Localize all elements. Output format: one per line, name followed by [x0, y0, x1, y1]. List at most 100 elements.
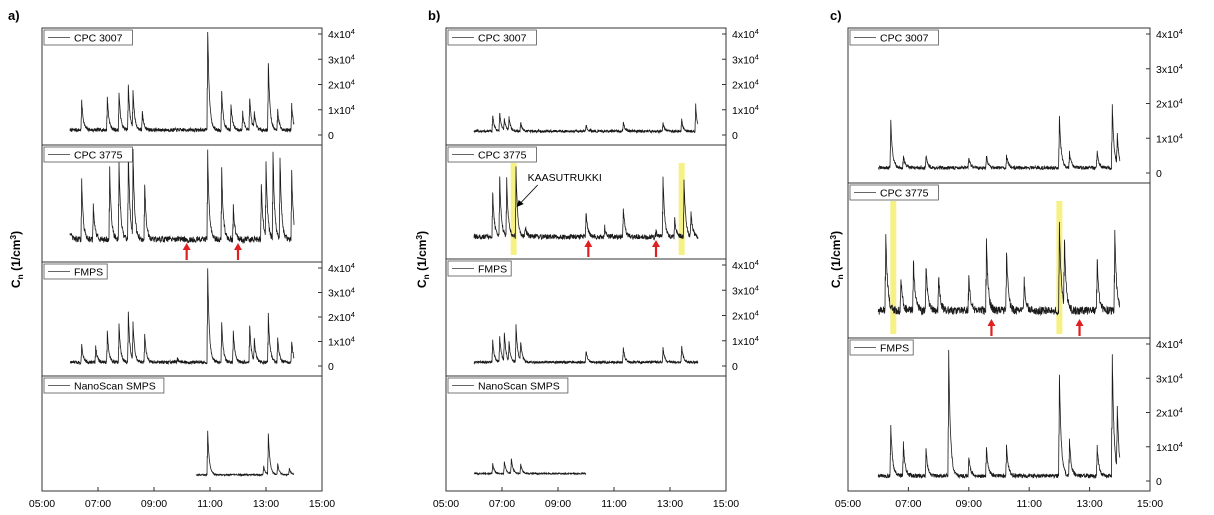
- y-axis-label: Cn (1/cm3): [828, 231, 845, 288]
- series-line-cpc-3775: [69, 148, 295, 244]
- chart-b: b) CPC 3007 0 1x104 2x104 3x104 4x104 KAASUTRUK…: [414, 8, 759, 510]
- y-axis-label: Cn (1/cm3): [8, 231, 25, 288]
- legend-label: FMPS: [478, 264, 507, 276]
- arrow-head-1: [1075, 319, 1084, 326]
- legend-label: NanoScan SMPS: [478, 381, 560, 393]
- x-tick-label: 15:00: [713, 498, 739, 510]
- legend-box: [43, 29, 133, 46]
- y-tick-label: 3x104: [328, 286, 355, 300]
- y-tick-label: 1x104: [732, 103, 759, 117]
- y-tick-label: 3x104: [1156, 62, 1183, 76]
- chart-label-c: c): [830, 8, 842, 23]
- x-tick-label: 07:00: [85, 498, 111, 510]
- highlight-band-0: [510, 163, 517, 255]
- y-tick-label: 0: [328, 361, 334, 373]
- panel-frame: [445, 375, 727, 492]
- series-line-fmps: [877, 349, 1121, 480]
- y-tick-label: 3x104: [328, 52, 355, 66]
- y-tick-label: 4x104: [732, 27, 759, 41]
- series-line-cpc-3007: [473, 103, 699, 134]
- chart-c: c) CPC 3007 0 1x104 2x104 3x104 4x104 CPC 3775 F…: [828, 8, 1183, 510]
- legend-box: [43, 263, 108, 280]
- y-tick-label: 4x104: [328, 27, 355, 41]
- panel-b-3: NanoScan SMPS: [445, 375, 727, 492]
- series-line-cpc-3007: [69, 31, 295, 134]
- arrow-head-1: [652, 240, 660, 247]
- y-tick-label: 0: [1156, 168, 1162, 180]
- y-tick-label: 0: [1156, 476, 1162, 488]
- panel-b-0: CPC 3007 0 1x104 2x104 3x104 4x104: [445, 27, 759, 146]
- legend-label: CPC 3007: [880, 33, 929, 45]
- legend-box: [849, 29, 939, 46]
- y-tick-label: 3x104: [732, 283, 759, 297]
- legend-box: [849, 339, 914, 356]
- legend-label: CPC 3775: [880, 188, 929, 200]
- highlight-band-1: [678, 163, 685, 255]
- x-tick-label: 15:00: [1137, 498, 1163, 510]
- y-tick-label: 3x104: [1156, 371, 1183, 385]
- x-tick-label: 09:00: [545, 498, 571, 510]
- panel-a-0: CPC 3007 0 1x104 2x104 3x104 4x104: [41, 27, 355, 146]
- legend-box: [447, 377, 569, 394]
- arrow-head-0: [182, 243, 191, 250]
- y-tick-label: 1x104: [328, 103, 355, 117]
- arrow-head-0: [584, 240, 593, 247]
- x-tick-label: 11:00: [197, 498, 223, 510]
- y-tick-label: 2x104: [1156, 97, 1183, 111]
- legend-label: FMPS: [74, 267, 103, 279]
- series-line-cpc-3775: [473, 166, 699, 241]
- legend-box: [849, 184, 939, 201]
- y-tick-label: 2x104: [328, 78, 355, 92]
- series-line-cpc-3007: [877, 104, 1121, 171]
- x-tick-label: 11:00: [1016, 498, 1042, 510]
- legend-box: [447, 29, 537, 46]
- legend-box: [43, 146, 133, 163]
- y-tick-label: 4x104: [732, 258, 759, 272]
- x-tick-label: 13:00: [657, 498, 683, 510]
- x-tick-label: 13:00: [253, 498, 279, 510]
- panel-frame: [41, 375, 323, 492]
- chart-a: a) CPC 3007 0 1x104 2x104 3x104 4x104 CPC 3775 F…: [8, 8, 355, 510]
- x-tick-label: 05:00: [433, 498, 459, 510]
- y-tick-label: 2x104: [732, 309, 759, 323]
- y-tick-label: 0: [732, 361, 738, 373]
- panel-c-1: CPC 3775: [847, 182, 1151, 339]
- legend-box: [43, 377, 165, 394]
- x-tick-label: 15:00: [309, 498, 335, 510]
- y-tick-label: 4x104: [1156, 27, 1183, 41]
- series-line-nanoscan-smps: [195, 430, 295, 478]
- x-tick-label: 09:00: [141, 498, 167, 510]
- legend-label: NanoScan SMPS: [74, 381, 156, 393]
- panel-a-1: CPC 3775: [41, 144, 323, 263]
- annotation-pointer-head: [516, 200, 524, 207]
- y-tick-label: 4x104: [328, 261, 355, 275]
- y-tick-label: 1x104: [732, 334, 759, 348]
- y-tick-label: 1x104: [1156, 131, 1183, 145]
- x-tick-label: 07:00: [895, 498, 921, 510]
- y-tick-label: 0: [328, 130, 334, 142]
- legend-label: CPC 3775: [74, 150, 123, 162]
- arrow-head-0: [987, 319, 996, 326]
- legend-label: CPC 3775: [478, 150, 527, 162]
- series-line-nanoscan-smps: [473, 458, 587, 476]
- annotation-pointer: [518, 184, 538, 206]
- chart-label-a: a): [8, 8, 20, 23]
- series-line-fmps: [473, 324, 699, 365]
- y-tick-label: 2x104: [328, 310, 355, 324]
- x-tick-label: 11:00: [601, 498, 627, 510]
- legend-box: [447, 146, 537, 163]
- highlight-band-0: [890, 201, 897, 334]
- panel-frame: [41, 27, 323, 146]
- y-axis-label: Cn (1/cm3): [414, 231, 431, 288]
- panel-a-3: NanoScan SMPS: [41, 375, 323, 492]
- y-tick-label: 0: [732, 130, 738, 142]
- panel-frame: [847, 337, 1151, 492]
- x-tick-label: 09:00: [956, 498, 982, 510]
- legend-box: [447, 260, 512, 277]
- y-tick-label: 2x104: [732, 78, 759, 92]
- panel-c-2: FMPS 0 1x104 2x104 3x104 4x104: [847, 337, 1183, 492]
- legend-label: FMPS: [880, 343, 909, 355]
- x-tick-label: 13:00: [1076, 498, 1102, 510]
